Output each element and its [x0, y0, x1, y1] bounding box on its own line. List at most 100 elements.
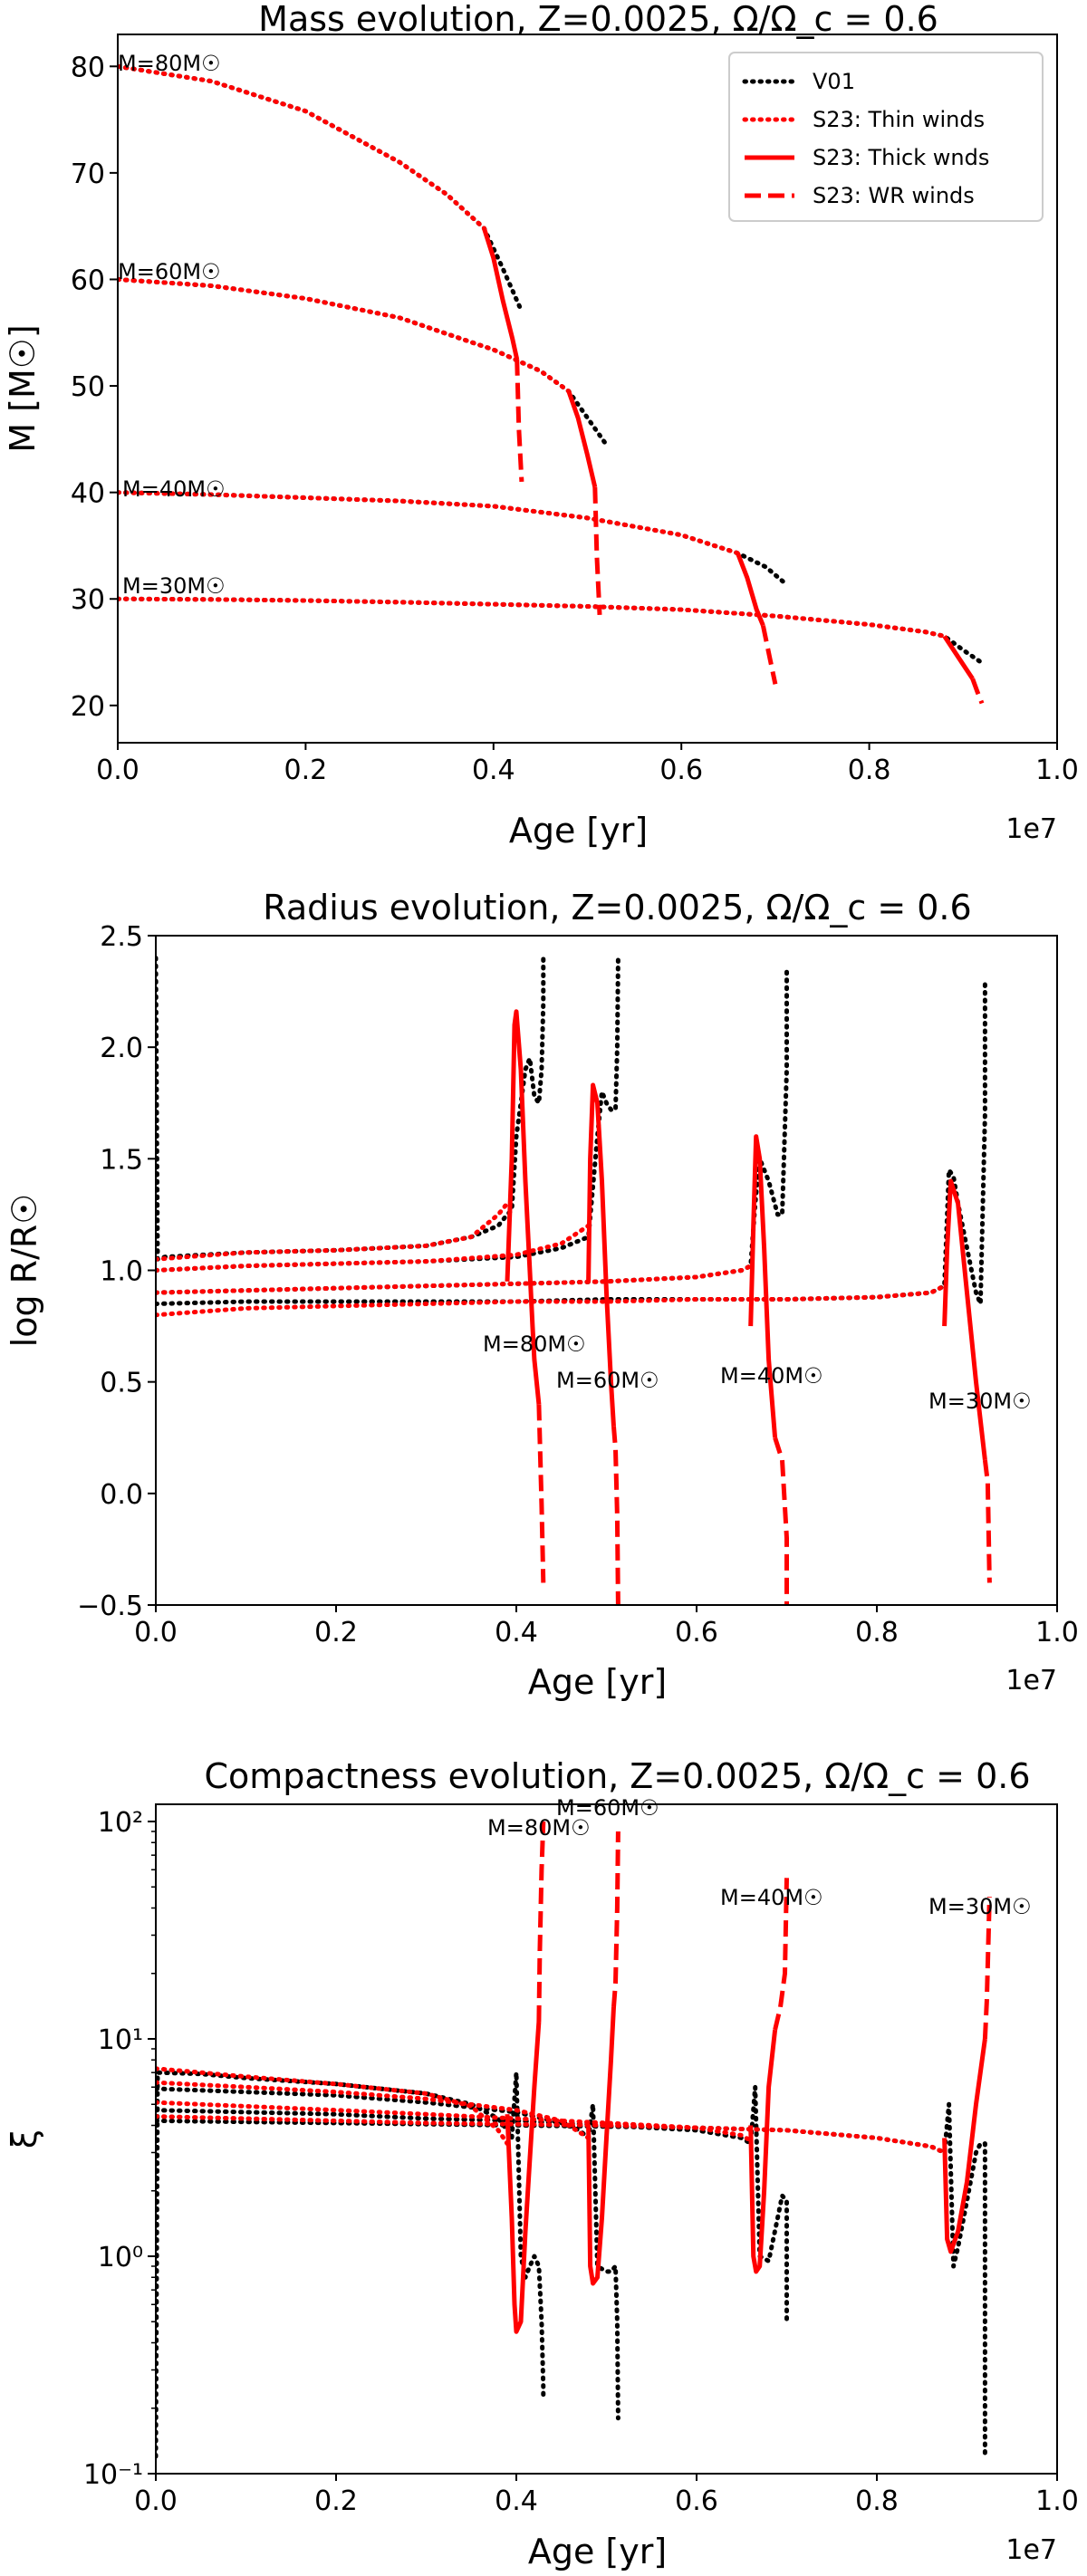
series-group: [156, 1821, 992, 2459]
series-line-thin-30: [118, 596, 948, 639]
series-line-v01-30: [156, 2101, 987, 2459]
y-tick-label: 50: [71, 371, 105, 403]
series-line-wr-40: [773, 1878, 789, 2031]
plot-frame: [117, 34, 1058, 744]
x-tick-label: 0.8: [855, 1617, 899, 1648]
x-tick-label: 1.0: [1035, 755, 1079, 786]
plot-frame: [155, 1803, 1058, 2475]
series-line-thick-30: [942, 1178, 987, 1461]
series-line-v01-30: [118, 596, 985, 666]
series-line-wr-30: [970, 678, 985, 705]
x-tick-label: 0.0: [134, 2485, 178, 2517]
series-line-thin-80: [118, 63, 486, 231]
y-tick-label: 10¹: [98, 2024, 143, 2056]
y-tick-label: 0.5: [100, 1368, 143, 1399]
y-axis-label: M [M☉]: [3, 324, 43, 452]
series-line-thin-80: [156, 2066, 510, 2147]
series-line-v01-80: [156, 2070, 546, 2459]
x-axis-label: Age [yr]: [528, 2532, 667, 2571]
series-line-v01-60: [156, 956, 620, 1273]
y-tick-label: 20: [71, 691, 105, 723]
y-tick-label: 40: [71, 478, 105, 510]
mass-annotation: M=40M☉: [720, 1363, 823, 1389]
series-line-thin-60: [156, 1223, 592, 1273]
x-axis-multiplier: 1e7: [1005, 2534, 1057, 2566]
series-line-wr-40: [760, 625, 778, 685]
x-tick-label: 0.6: [675, 1617, 718, 1648]
y-tick-label: 10⁰: [98, 2242, 143, 2273]
series-line-wr-40: [773, 1437, 789, 1605]
series-line-v01-60: [156, 2086, 620, 2421]
mass-annotation: M=60M☉: [556, 1368, 659, 1393]
series-line-thick-60: [586, 2006, 616, 2286]
series-line-v01-40: [156, 2084, 789, 2324]
chart-title: Compactness evolution, Z=0.0025, Ω/Ω_c =…: [204, 1756, 1030, 1796]
y-tick-label: 70: [71, 159, 105, 190]
series-line-thick-80: [482, 227, 520, 360]
mass-annotation: M=80M☉: [483, 1331, 586, 1357]
series-line-v01-40: [156, 966, 789, 1295]
series-line-v01-80: [156, 956, 546, 1262]
series-line-thick-40: [748, 2029, 778, 2274]
y-tick-label: 1.0: [100, 1256, 143, 1288]
series-line-wr-60: [611, 1831, 620, 2008]
x-tick-label: 0.0: [96, 755, 139, 786]
series-group: [156, 956, 992, 1605]
mass-annotation: M=80M☉: [487, 1815, 591, 1841]
chart-title: Radius evolution, Z=0.0025, Ω/Ω_c = 0.6: [263, 888, 971, 928]
mass-annotation: M=60M☉: [556, 1795, 659, 1821]
x-axis-label: Age [yr]: [528, 1662, 667, 1702]
series-line-v01-30: [156, 977, 987, 1306]
y-tick-label: 1.5: [100, 1144, 143, 1176]
x-tick-label: 0.4: [495, 2485, 538, 2517]
x-tick-label: 1.0: [1035, 1617, 1079, 1648]
series-line-thick-80: [505, 1009, 542, 1405]
series-line-thin-60: [118, 277, 572, 394]
series-line-thick-30: [942, 635, 975, 680]
x-tick-label: 0.8: [855, 2485, 899, 2517]
y-tick-label: 10⁻¹: [83, 2459, 143, 2491]
y-axis-label: ξ: [5, 2129, 44, 2148]
legend-label: V01: [813, 69, 855, 94]
chart-panel-3: 0.0 0.2 0.4 0.6 0.8 1.0 10⁻¹ 10⁰ 10¹ 10² Compactne…: [5, 1756, 1079, 2571]
x-tick-label: 0.0: [134, 1617, 178, 1648]
chart-panel-2: 0.0 0.2 0.4 0.6 0.8 1.0−0.50.00.51.01.52.02.5…: [5, 888, 1079, 1702]
series-line-thin-40: [118, 490, 740, 556]
series-line-wr-60: [611, 1426, 620, 1605]
y-tick-label: 60: [71, 264, 105, 296]
legend: V01 S23: Thin winds S23: Thick wnds S23: WR…: [728, 52, 1044, 222]
series-line-thin-40: [156, 1264, 754, 1295]
series-line-wr-80: [536, 1404, 546, 1583]
series-line-wr-80: [536, 1821, 546, 2023]
legend-label: S23: Thick wnds: [813, 145, 989, 170]
x-tick-label: 0.4: [472, 755, 515, 786]
series-line-wr-80: [515, 359, 524, 483]
y-tick-label: −0.5: [77, 1591, 143, 1622]
x-tick-label: 0.2: [314, 1617, 358, 1648]
chart-title: Mass evolution, Z=0.0025, Ω/Ω_c = 0.6: [258, 0, 938, 39]
y-tick-label: 0.0: [100, 1479, 143, 1511]
x-axis-multiplier: 1e7: [1005, 813, 1057, 845]
series-line-thick-60: [586, 1082, 616, 1427]
series-line-wr-60: [592, 486, 602, 616]
y-tick-label: 2.5: [100, 921, 143, 953]
legend-box: [728, 52, 1044, 222]
series-line-wr-30: [982, 1897, 992, 2040]
mass-annotation: M=30M☉: [928, 1894, 1032, 1919]
series-line-thick-60: [566, 390, 598, 488]
x-tick-label: 0.2: [284, 755, 328, 786]
series-line-thin-40: [156, 2100, 754, 2143]
chart-panel-1: 0.0 0.2 0.4 0.6 0.8 1.0 20 30 40 50 60 70 80 Mass evo…: [3, 0, 1079, 851]
series-line-thick-40: [736, 552, 765, 627]
y-axis-label: log R/R☉: [5, 1194, 44, 1348]
x-tick-label: 0.2: [314, 2485, 358, 2517]
series-line-thin-80: [156, 1201, 510, 1262]
mass-annotation: M=80M☉: [118, 51, 221, 76]
series-line-thick-40: [748, 1134, 778, 1438]
x-axis-multiplier: 1e7: [1005, 1665, 1057, 1697]
mass-annotation: M=40M☉: [122, 476, 226, 502]
mass-annotation: M=30M☉: [928, 1389, 1032, 1414]
y-tick-label: 30: [71, 584, 105, 616]
